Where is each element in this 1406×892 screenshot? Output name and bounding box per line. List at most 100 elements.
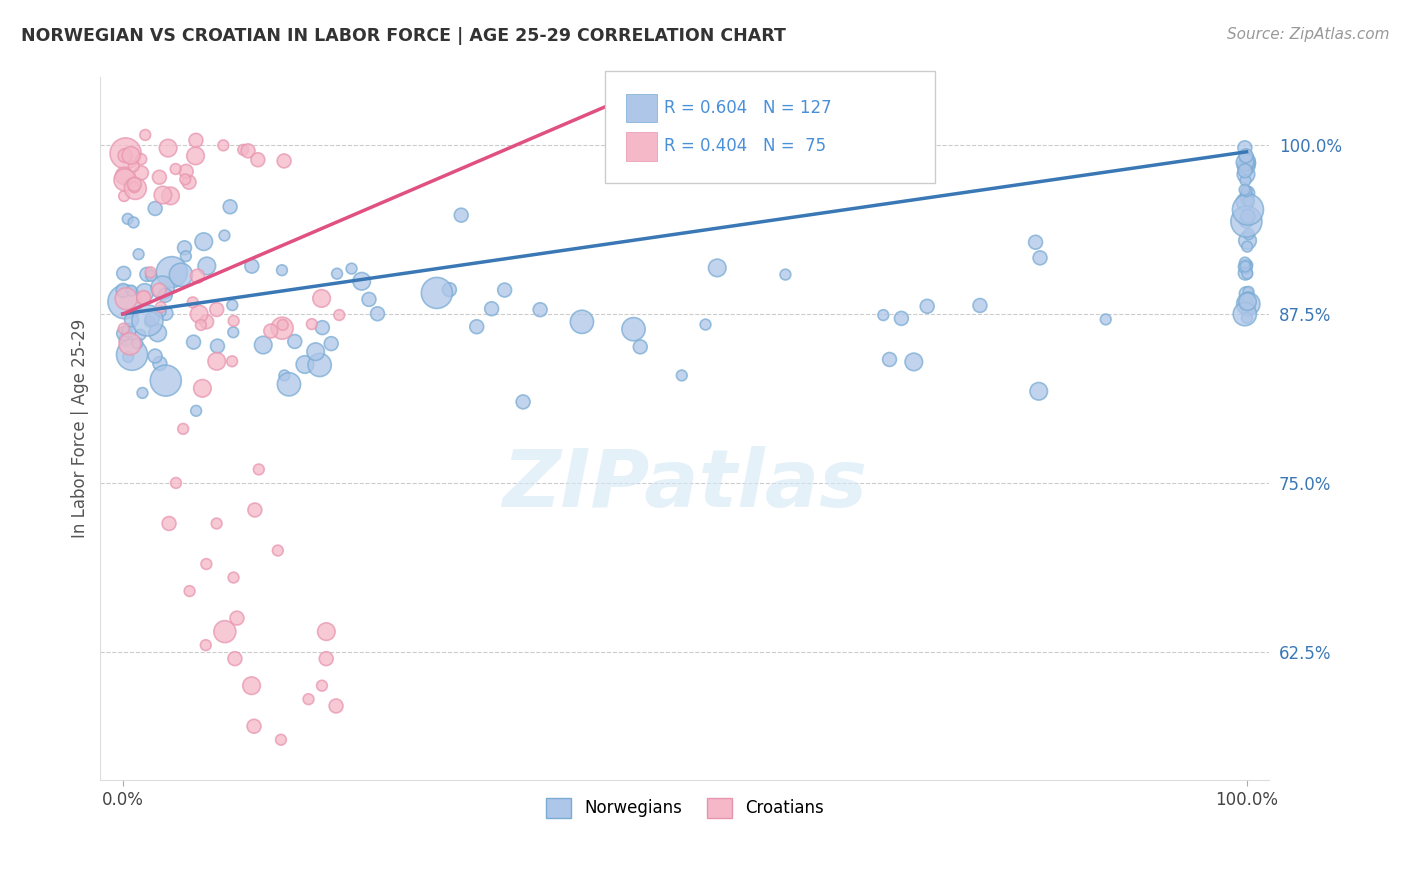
Point bbox=[301, 317, 323, 331]
Point bbox=[305, 344, 328, 359]
Point bbox=[118, 323, 141, 337]
Point bbox=[195, 557, 218, 571]
Point bbox=[139, 315, 162, 329]
Point bbox=[1236, 184, 1258, 198]
Point bbox=[170, 268, 193, 282]
Point bbox=[134, 285, 156, 300]
Point bbox=[212, 138, 235, 153]
Point bbox=[207, 339, 229, 353]
Point bbox=[1234, 286, 1257, 301]
Point bbox=[240, 679, 263, 693]
Point bbox=[226, 611, 249, 625]
Text: NORWEGIAN VS CROATIAN IN LABOR FORCE | AGE 25-29 CORRELATION CHART: NORWEGIAN VS CROATIAN IN LABOR FORCE | A… bbox=[21, 27, 786, 45]
Point bbox=[1234, 173, 1257, 187]
Point bbox=[1236, 186, 1258, 201]
Point bbox=[121, 313, 143, 327]
Point bbox=[1236, 258, 1258, 272]
Point bbox=[177, 175, 200, 189]
Point bbox=[1233, 159, 1256, 173]
Point bbox=[112, 266, 135, 280]
Point bbox=[1234, 260, 1257, 274]
Point bbox=[571, 315, 593, 329]
Point bbox=[114, 294, 136, 309]
Point bbox=[221, 298, 243, 312]
Point bbox=[132, 291, 155, 305]
Point bbox=[426, 285, 449, 300]
Point bbox=[325, 698, 347, 713]
Point bbox=[222, 326, 245, 340]
Point bbox=[246, 153, 269, 167]
Point bbox=[623, 322, 645, 336]
Point bbox=[159, 189, 181, 203]
Point bbox=[134, 128, 156, 142]
Point bbox=[1237, 202, 1260, 217]
Point bbox=[143, 202, 166, 216]
Point bbox=[194, 638, 217, 652]
Point bbox=[184, 404, 207, 418]
Point bbox=[1237, 301, 1260, 315]
Point bbox=[465, 319, 488, 334]
Point bbox=[117, 350, 139, 364]
Point bbox=[222, 570, 245, 584]
Point bbox=[139, 265, 162, 279]
Point bbox=[278, 377, 301, 392]
Point bbox=[121, 284, 143, 298]
Point bbox=[481, 301, 503, 316]
Point bbox=[1234, 260, 1257, 274]
Point bbox=[188, 307, 211, 321]
Point bbox=[1236, 310, 1258, 325]
Point bbox=[1236, 239, 1258, 253]
Point bbox=[1236, 294, 1258, 309]
Point bbox=[367, 307, 389, 321]
Point bbox=[1234, 214, 1257, 228]
Point bbox=[112, 326, 135, 341]
Point bbox=[1234, 155, 1257, 169]
Point bbox=[132, 291, 155, 305]
Point bbox=[340, 261, 363, 276]
Point bbox=[205, 354, 228, 368]
Point bbox=[1236, 267, 1258, 281]
Point bbox=[149, 300, 172, 314]
Point bbox=[124, 181, 146, 195]
Point bbox=[1234, 194, 1257, 209]
Point bbox=[184, 133, 207, 147]
Point bbox=[1237, 285, 1260, 299]
Point bbox=[270, 732, 292, 747]
Point bbox=[179, 584, 201, 599]
Point bbox=[236, 144, 259, 158]
Point bbox=[357, 293, 380, 307]
Point bbox=[193, 235, 215, 249]
Point bbox=[1234, 159, 1257, 173]
Point bbox=[143, 349, 166, 363]
Point bbox=[128, 247, 150, 261]
Point bbox=[1237, 156, 1260, 170]
Point bbox=[195, 315, 218, 329]
Point bbox=[308, 358, 330, 372]
Point bbox=[118, 337, 141, 351]
Point bbox=[152, 188, 174, 202]
Point bbox=[1237, 194, 1260, 208]
Point bbox=[122, 215, 145, 229]
Point bbox=[1237, 297, 1260, 311]
Point bbox=[1094, 312, 1116, 326]
Point bbox=[1233, 141, 1256, 155]
Point bbox=[311, 679, 333, 693]
Point bbox=[127, 336, 149, 351]
Point bbox=[121, 348, 143, 362]
Point bbox=[1237, 227, 1260, 242]
Point bbox=[311, 320, 333, 334]
Point bbox=[146, 326, 169, 340]
Point bbox=[152, 281, 174, 295]
Point bbox=[494, 283, 516, 297]
Point bbox=[131, 385, 153, 400]
Point bbox=[1236, 234, 1258, 248]
Point bbox=[1234, 266, 1257, 280]
Point bbox=[706, 260, 728, 275]
Point bbox=[260, 324, 283, 338]
Point bbox=[148, 170, 170, 185]
Point bbox=[273, 368, 295, 383]
Point bbox=[183, 335, 205, 350]
Text: ZIPatlas: ZIPatlas bbox=[502, 446, 868, 524]
Point bbox=[1234, 189, 1257, 203]
Point bbox=[439, 283, 461, 297]
